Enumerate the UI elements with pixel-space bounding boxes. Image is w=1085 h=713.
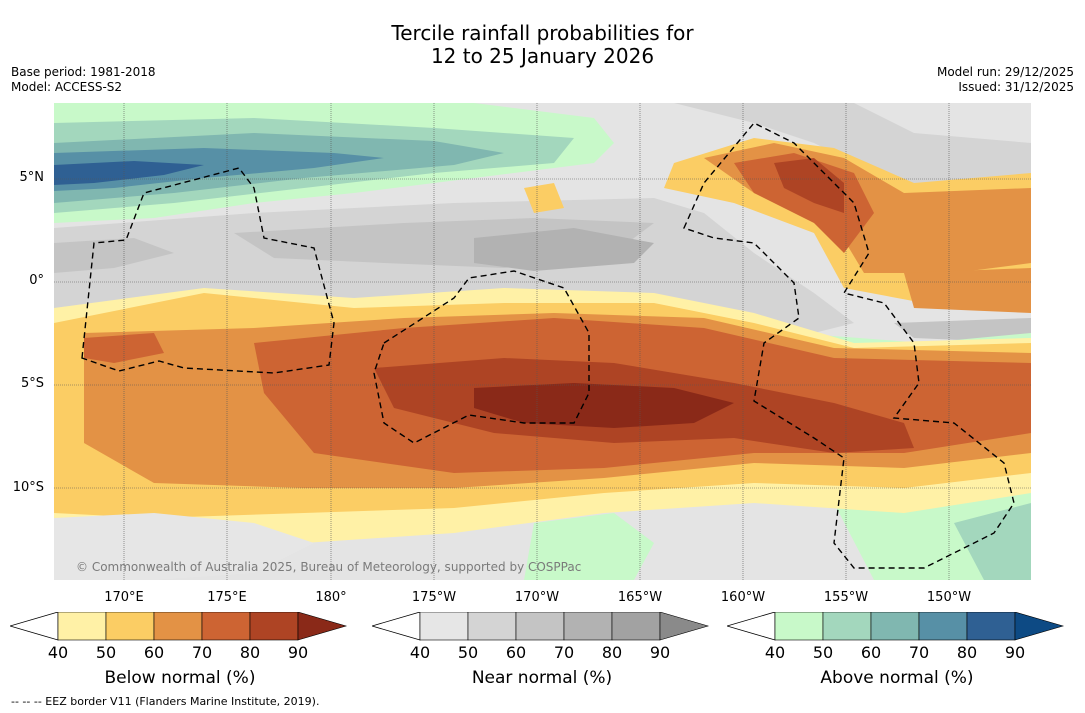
model-name: Model: ACCESS-S2	[11, 80, 123, 94]
legend-swatch	[966, 611, 1016, 641]
legend-tick-label: 60	[861, 643, 881, 662]
meta-left: Base period: 1981-2018 Model: ACCESS-S2	[11, 65, 156, 95]
lon-label-175w: 175°W	[411, 590, 457, 605]
legend-swatch	[201, 611, 251, 641]
legend-swatch	[611, 611, 661, 641]
issued-date: Issued: 31/12/2025	[958, 80, 1074, 94]
rainfall-map: © Commonwealth of Australia 2025, Bureau…	[54, 103, 1031, 580]
legend-tick-label: 80	[240, 643, 260, 662]
legend-tick-label: 60	[506, 643, 526, 662]
lon-label-170w: 170°W	[514, 590, 560, 605]
lon-label-180: 180°	[315, 590, 347, 605]
legend-tick-label: 40	[48, 643, 68, 662]
gridlines	[54, 103, 1031, 580]
legend-lower-triangle	[725, 611, 776, 641]
near-normal-southwest	[54, 513, 314, 580]
legend-tick-label: 50	[813, 643, 833, 662]
model-run: Model run: 29/12/2025	[936, 65, 1074, 79]
above-normal-south	[524, 513, 654, 580]
legend-swatch	[870, 611, 920, 641]
lat-label-5n: 5°N	[19, 170, 45, 185]
lat-label-10s: 10°S	[12, 480, 44, 495]
legend-swatch	[563, 611, 613, 641]
legend-lower-triangle	[370, 611, 421, 641]
lon-label-170e: 170°E	[104, 590, 144, 605]
below-normal-band	[54, 288, 1031, 548]
lat-label-0: 0°	[29, 273, 44, 288]
legend-upper-triangle	[659, 611, 710, 641]
legend-near-normal: 40 50 60 70 80 90 Near normal (%)	[370, 611, 712, 697]
legend-tick-label: 40	[410, 643, 430, 662]
below-normal-northeast	[524, 138, 1031, 313]
meta-right: Model run: 29/12/2025 Issued: 31/12/2025	[937, 65, 1074, 95]
legend-swatch	[105, 611, 155, 641]
legend-tick-label: 50	[96, 643, 116, 662]
lon-label-150w: 150°W	[926, 590, 972, 605]
legend-swatch	[515, 611, 565, 641]
above-normal-north	[54, 103, 614, 223]
legend-below-title: Below normal (%)	[104, 668, 256, 688]
legend-swatch	[467, 611, 517, 641]
legend-swatch	[249, 611, 299, 641]
lon-label-175e: 175°E	[207, 590, 247, 605]
legend-tick-label: 70	[909, 643, 929, 662]
base-period: Base period: 1981-2018	[11, 65, 156, 79]
legend-swatch	[822, 611, 872, 641]
map-canvas: © Commonwealth of Australia 2025, Bureau…	[54, 103, 1031, 580]
legend-tick-label: 90	[1005, 643, 1025, 662]
lon-label-155w: 155°W	[823, 590, 869, 605]
legend-swatch	[918, 611, 968, 641]
legend-below-bar: 40 50 60 70 80 90	[8, 611, 348, 662]
legend-above-bar: 40 50 60 70 80 90	[725, 611, 1065, 662]
lon-label-165w: 165°W	[617, 590, 663, 605]
legend-tick-label: 90	[288, 643, 308, 662]
legend-below-normal: 40 50 60 70 80 90 Below normal (%)	[8, 611, 350, 697]
legend-tick-label: 70	[554, 643, 574, 662]
lat-label-5s: 5°S	[20, 376, 44, 391]
legend-tick-label: 50	[458, 643, 478, 662]
title-line-1: Tercile rainfall probabilities for	[391, 21, 694, 45]
legend-upper-triangle	[1014, 611, 1065, 641]
legend-upper-triangle	[297, 611, 348, 641]
legend-tick-label: 60	[144, 643, 164, 662]
chart-title: Tercile rainfall probabilities for 12 to…	[0, 22, 1085, 68]
legend-tick-label: 80	[602, 643, 622, 662]
above-normal-southeast-inner	[954, 503, 1031, 580]
legend-tick-label: 80	[957, 643, 977, 662]
legend-swatch	[57, 611, 107, 641]
legend-above-normal: 40 50 60 70 80 90 Above normal (%)	[725, 611, 1067, 697]
legend-swatch	[153, 611, 203, 641]
legend-near-title: Near normal (%)	[471, 668, 613, 688]
legend-near-bar: 40 50 60 70 80 90	[370, 611, 710, 662]
eez-borders	[81, 122, 1015, 569]
lon-label-160w: 160°W	[720, 590, 766, 605]
eez-footer-note: -- -- -- EEZ border V11 (Flanders Marine…	[11, 695, 320, 708]
legend-swatch	[774, 611, 824, 641]
legend-lower-triangle	[8, 611, 59, 641]
copyright-text: © Commonwealth of Australia 2025, Bureau…	[76, 560, 581, 574]
legend-swatch	[419, 611, 469, 641]
legend-tick-label: 90	[650, 643, 670, 662]
legend-above-title: Above normal (%)	[820, 668, 974, 688]
legend-tick-label: 40	[765, 643, 785, 662]
legend-tick-label: 70	[192, 643, 212, 662]
title-line-2: 12 to 25 January 2026	[430, 44, 655, 68]
